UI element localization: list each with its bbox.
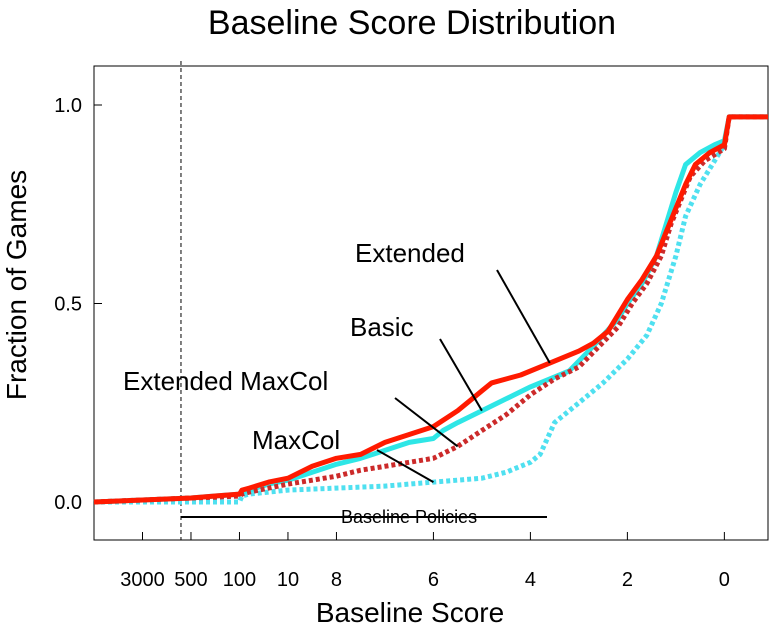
annotation-label-extended: Extended	[355, 238, 465, 268]
series-line-extended	[93, 114, 768, 505]
x-tick-label: 8	[331, 569, 342, 591]
x-tick-label: 4	[525, 569, 536, 591]
series-line-basic	[93, 114, 768, 505]
series-line-extended-maxcol	[93, 114, 768, 505]
annotation-pointer	[439, 338, 483, 412]
y-tick-label: 0.0	[54, 492, 82, 514]
annotation-pointer	[394, 397, 459, 448]
y-axis-label: Fraction of Games	[1, 170, 32, 400]
x-tick-label: 10	[277, 569, 299, 591]
x-tick-label: 3000	[120, 569, 165, 591]
series-line-maxcol	[94, 114, 768, 505]
y-tick-label: 1.0	[54, 95, 82, 117]
annotation-pointer	[496, 269, 551, 364]
y-tick-label: 0.5	[54, 294, 82, 316]
plot-frame	[93, 65, 769, 541]
x-tick-label: 0	[719, 569, 730, 591]
annotation-label-maxcol: MaxCol	[252, 425, 340, 455]
x-tick-label: 100	[223, 569, 256, 591]
chart-title: Baseline Score Distribution	[208, 4, 616, 42]
annotation-label-basic: Basic	[350, 312, 414, 342]
x-tick-label: 500	[174, 569, 207, 591]
x-tick-label: 2	[622, 569, 633, 591]
annotation-pointer	[376, 449, 434, 484]
x-axis-label: Baseline Score	[316, 597, 504, 628]
annotation-label-extended-maxcol: Extended MaxCol	[123, 366, 328, 396]
x-tick-label: 6	[428, 569, 439, 591]
